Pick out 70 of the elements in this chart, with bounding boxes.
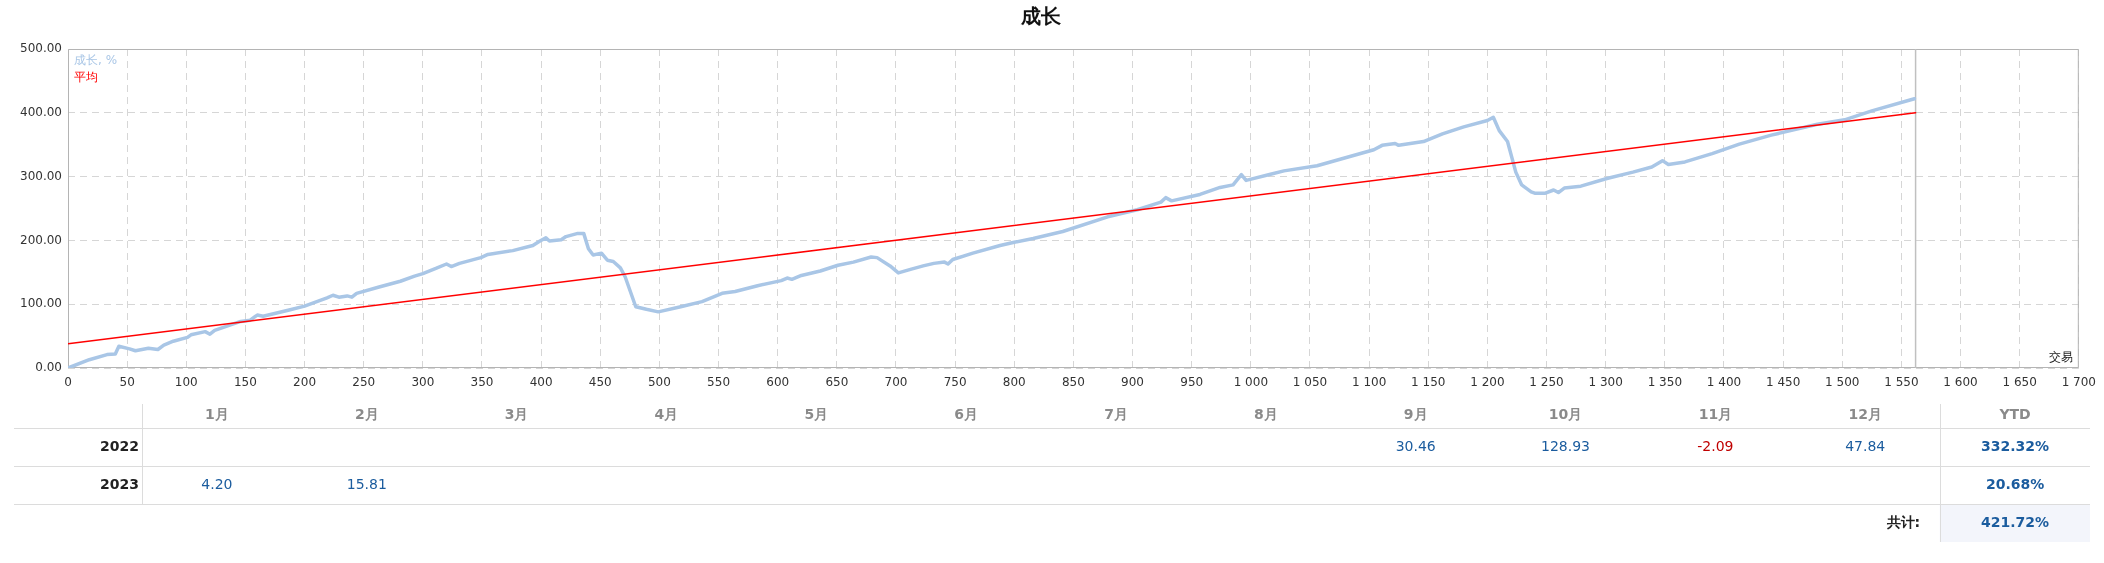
data-label: 421.72% (1981, 513, 2050, 530)
x-tick-label: 950 (1180, 375, 1204, 390)
x-tick-label: 1 000 (1233, 375, 1269, 390)
x-tick-label: 550 (707, 375, 731, 390)
x-tick-label: 1 700 (2061, 375, 2096, 390)
x-tick-label: 2月 (354, 406, 379, 423)
x-tick-label: 1 550 (1884, 375, 1919, 390)
x-tick-label: 1 350 (1647, 375, 1683, 390)
y-tick-label: 200.00 (20, 232, 62, 247)
x-tick-label: 500 (647, 375, 671, 390)
data-label: 30.46 (1395, 437, 1436, 454)
x-tick-label: 350 (470, 375, 494, 390)
data-label: -2.09 (1697, 437, 1734, 454)
x-tick-label: 8月 (1253, 406, 1278, 423)
x-tick-label: 800 (1002, 375, 1026, 390)
x-tick-label: 11月 (1698, 406, 1733, 423)
x-tick-label: 400 (529, 375, 553, 390)
annotation: 共计: (1885, 513, 1921, 530)
data-label: 20.68% (1985, 475, 2045, 492)
x-tick-label: 750 (943, 375, 967, 390)
x-tick-label: 10月 (1548, 406, 1583, 423)
x-tick-label: 1 100 (1351, 375, 1387, 390)
x-tick-label: 1 600 (1943, 375, 1978, 390)
x-tick-label: 12月 (1848, 406, 1882, 423)
x-tick-label: 100 (174, 375, 198, 390)
x-tick-label: 650 (825, 375, 849, 390)
x-tick-label: 1 450 (1765, 375, 1801, 390)
x-tick-label: 6月 (954, 406, 979, 423)
text: 成长, % (74, 53, 118, 68)
x-tick-label: 1 150 (1411, 375, 1446, 390)
data-label: 15.81 (346, 475, 387, 492)
data-label: 4.20 (201, 475, 233, 492)
x-tick-label: 0 (64, 375, 72, 390)
x-tick-label: 150 (233, 375, 257, 390)
x-tick-label: 600 (766, 375, 790, 390)
x-tick-label: 50 (119, 375, 135, 390)
x-tick-label: 7月 (1104, 406, 1128, 423)
text: 平均 (74, 70, 98, 85)
y-tick-label: 2022 (100, 437, 139, 454)
x-tick-label: 9月 (1403, 406, 1428, 423)
x-tick-label: 1 200 (1470, 375, 1505, 390)
y-tick-label: 2023 (100, 475, 139, 492)
y-tick-label: 100.00 (20, 296, 62, 311)
y-tick-label: 500.00 (20, 41, 62, 56)
data-label: 128.93 (1541, 437, 1591, 454)
x-tick-label: 850 (1061, 375, 1085, 390)
x-tick-label: 1 400 (1706, 375, 1742, 390)
x-tick-label: 4月 (654, 406, 679, 423)
x-tick-label: 3月 (504, 406, 529, 423)
y-tick-label: 300.00 (20, 168, 62, 183)
x-tick-label: 5月 (804, 406, 829, 423)
x-tick-label: 250 (352, 375, 376, 390)
x-tick-label: 1 050 (1292, 375, 1328, 390)
chart-title: 成长 (1019, 4, 1062, 29)
x-tick-label: 1月 (205, 406, 229, 423)
x-tick-label: 1 500 (1825, 375, 1860, 390)
x-tick-label: 1 250 (1529, 375, 1564, 390)
y-tick-label: 0.00 (35, 360, 62, 375)
x-tick-label: 1 650 (2002, 375, 2037, 390)
data-label: 332.32% (1981, 437, 2050, 454)
x-tick-label: 200 (293, 375, 317, 390)
x-tick-label: 700 (884, 375, 908, 390)
x-axis-title: 交易 (2048, 350, 2073, 365)
x-tick-label: 450 (588, 375, 612, 390)
x-tick-label: 300 (411, 375, 435, 390)
x-tick-label: 900 (1121, 375, 1145, 390)
x-tick-label: YTD (1998, 406, 2031, 423)
x-tick-label: 1 300 (1588, 375, 1623, 390)
y-tick-label: 400.00 (20, 104, 62, 119)
data-label: 47.84 (1845, 437, 1886, 454)
